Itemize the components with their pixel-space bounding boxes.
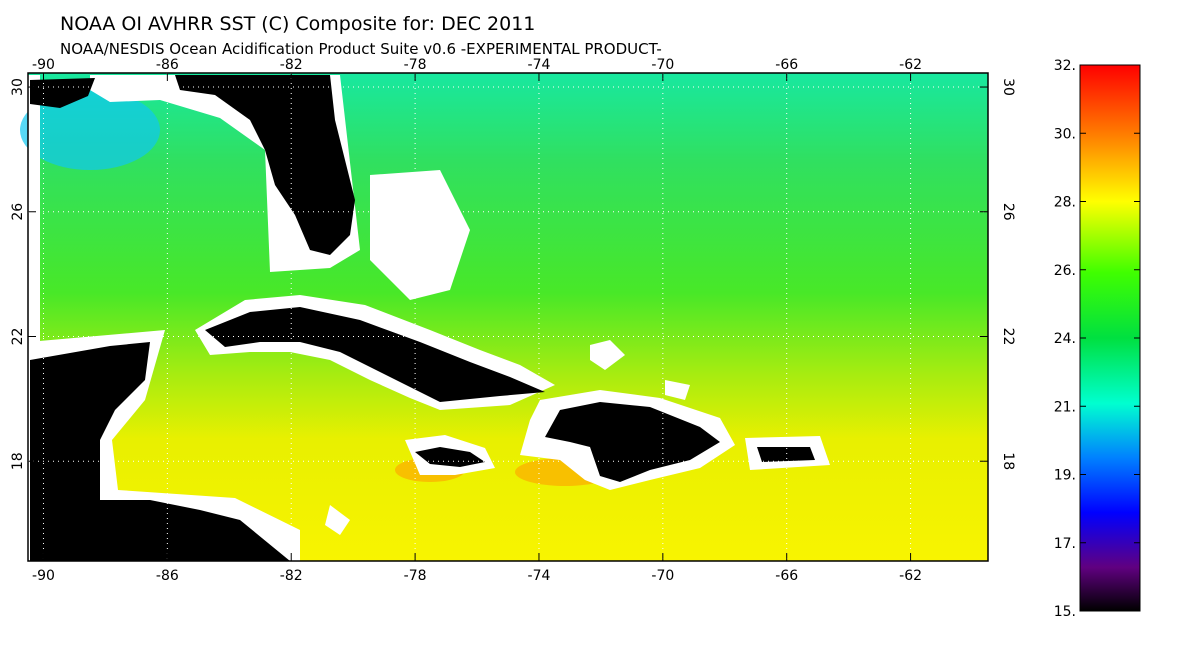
- x-tick-label: -66: [775, 568, 798, 584]
- y-tick-label: 30: [1000, 78, 1016, 96]
- colorbar-label: 32.: [1054, 58, 1076, 74]
- x-tick-label: -74: [528, 57, 551, 73]
- colorbar-label: 30.: [1054, 126, 1076, 142]
- x-tick-label: -74: [528, 568, 551, 584]
- map-art: [20, 72, 989, 562]
- colorbar: [1079, 64, 1141, 612]
- colorbar-label: 15.: [1054, 604, 1076, 620]
- y-tick-label: 18: [1000, 452, 1016, 470]
- colorbar-label: 19.: [1054, 468, 1076, 484]
- x-tick-label: -90: [32, 568, 55, 584]
- x-tick-label: -70: [651, 568, 674, 584]
- x-tick-label: -90: [32, 57, 55, 73]
- colorbar-label: 24.: [1054, 331, 1076, 347]
- colorbar-label: 26.: [1054, 263, 1076, 279]
- x-tick-label: -82: [280, 57, 303, 73]
- colorbar-label: 17.: [1054, 536, 1076, 552]
- x-tick-label: -82: [280, 568, 303, 584]
- x-tick-label: -66: [775, 57, 798, 73]
- y-tick-label: 18: [10, 452, 26, 470]
- y-tick-label: 30: [10, 78, 26, 96]
- y-tick-label: 26: [10, 203, 26, 221]
- x-tick-label: -78: [404, 568, 427, 584]
- y-tick-label: 26: [1000, 203, 1016, 221]
- y-tick-label: 22: [10, 328, 26, 346]
- x-tick-label: -78: [404, 57, 427, 73]
- x-tick-label: -62: [899, 57, 922, 73]
- x-tick-label: -86: [156, 57, 179, 73]
- y-tick-label: 22: [1000, 328, 1016, 346]
- title: NOAA OI AVHRR SST (C) Composite for: DEC…: [60, 13, 535, 35]
- colorbar-label: 21.: [1054, 399, 1076, 415]
- subtitle: NOAA/NESDIS Ocean Acidification Product …: [60, 40, 662, 58]
- x-tick-label: -70: [651, 57, 674, 73]
- x-tick-label: -86: [156, 568, 179, 584]
- x-tick-label: -62: [899, 568, 922, 584]
- colorbar-label: 28.: [1054, 195, 1076, 211]
